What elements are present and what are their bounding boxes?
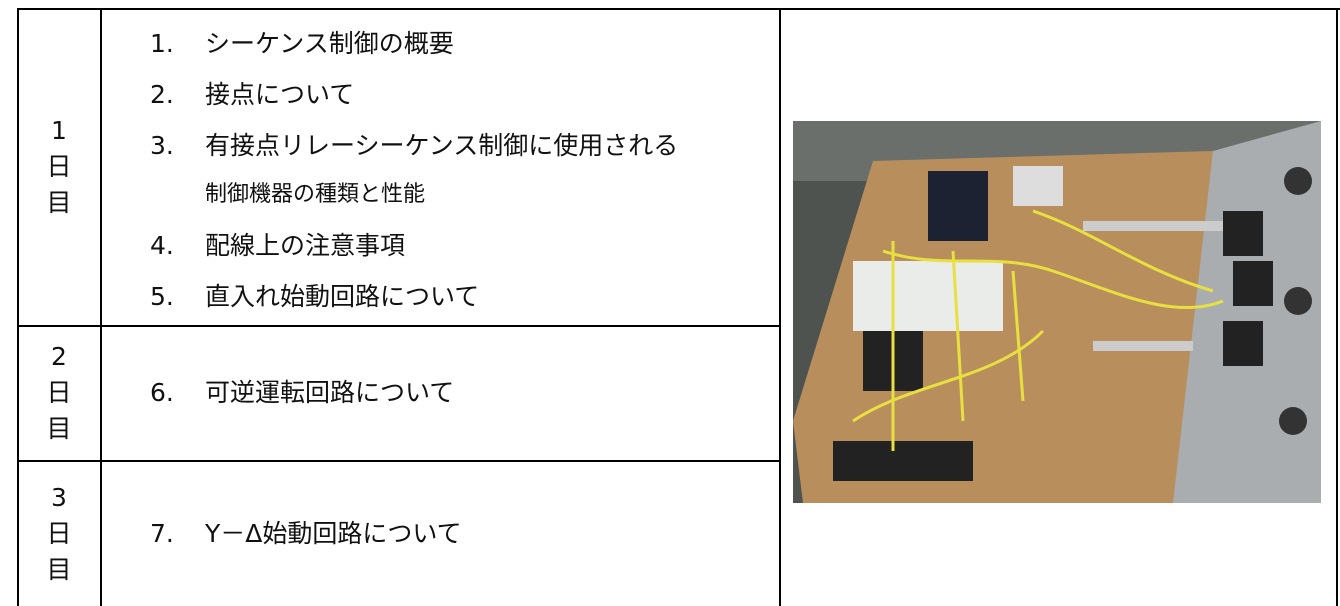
day-label: 3: [51, 482, 67, 512]
item-number: 2.: [150, 80, 174, 109]
item-number: 4.: [150, 231, 174, 260]
day-label: 2: [51, 342, 67, 371]
day-label: 目: [46, 414, 72, 443]
border: [17, 325, 781, 327]
item-text: 有接点リレーシーケンス制御に使用される: [205, 131, 679, 160]
day-label: 日: [46, 152, 72, 181]
border: [17, 460, 781, 462]
item-number: 1.: [150, 29, 174, 58]
item-text: シーケンス制御の概要: [205, 29, 454, 58]
day-label: 目: [46, 554, 72, 584]
day-label: 日: [46, 378, 72, 407]
item-number: 6.: [150, 378, 174, 407]
day-label: 日: [46, 518, 72, 548]
item-number: 3.: [150, 131, 174, 160]
item-text: 制御機器の種類と性能: [205, 182, 426, 207]
item-text: 接点について: [205, 80, 355, 109]
border: [1336, 8, 1338, 606]
day-label: 目: [46, 188, 72, 217]
border: [17, 8, 19, 606]
item-number: 7.: [150, 518, 174, 548]
border: [779, 8, 781, 606]
item-text: Y－Δ始動回路について: [205, 518, 462, 548]
item-number: 5.: [150, 282, 174, 311]
border: [100, 8, 102, 606]
item-text: 直入れ始動回路について: [205, 282, 480, 311]
photo: [793, 121, 1321, 503]
border: [17, 8, 1340, 10]
day-label: 1: [51, 116, 67, 145]
item-text: 可逆運転回路について: [205, 378, 455, 407]
item-text: 配線上の注意事項: [205, 231, 406, 260]
